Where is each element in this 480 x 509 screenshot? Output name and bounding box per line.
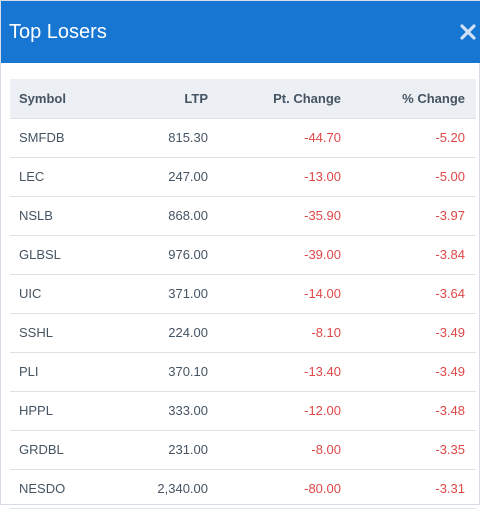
symbol-cell[interactable]: LEC: [10, 157, 100, 197]
symbol-cell[interactable]: UIC: [10, 274, 100, 314]
table-row[interactable]: LEC 247.00 -13.00 -5.00: [10, 157, 476, 197]
ltp-cell: 247.00: [100, 157, 208, 197]
close-button[interactable]: [459, 23, 477, 41]
pct-change-cell: -3.64: [341, 274, 476, 314]
pt-change-cell: -13.40: [208, 352, 341, 392]
ltp-cell: 231.00: [100, 430, 208, 470]
ltp-cell: 333.00: [100, 391, 208, 431]
symbol-cell[interactable]: GLBSL: [10, 235, 100, 275]
pct-change-cell: -3.49: [341, 313, 476, 353]
modal-title: Top Losers: [9, 21, 107, 43]
table-row[interactable]: NSLB 868.00 -35.90 -3.97: [10, 196, 476, 236]
close-icon: [460, 24, 476, 40]
column-header-symbol[interactable]: Symbol: [10, 79, 100, 119]
pt-change-cell: -44.70: [208, 118, 341, 158]
table-row[interactable]: NESDO 2,340.00 -80.00 -3.31: [10, 469, 476, 509]
column-header-pct-change[interactable]: % Change: [341, 79, 476, 119]
pt-change-cell: -8.00: [208, 430, 341, 470]
table-row[interactable]: SSHL 224.00 -8.10 -3.49: [10, 313, 476, 353]
pt-change-cell: -8.10: [208, 313, 341, 353]
pt-change-cell: -14.00: [208, 274, 341, 314]
ltp-cell: 370.10: [100, 352, 208, 392]
table-body: SMFDB 815.30 -44.70 -5.20 LEC 247.00 -13.00 -5.…: [10, 118, 476, 509]
column-header-pt-change[interactable]: Pt. Change: [208, 79, 341, 119]
table-header-row: Symbol LTP Pt. Change % Change: [10, 79, 476, 119]
pct-change-cell: -3.31: [341, 469, 476, 509]
ltp-cell: 224.00: [100, 313, 208, 353]
pct-change-cell: -5.00: [341, 157, 476, 197]
symbol-cell[interactable]: HPPL: [10, 391, 100, 431]
pct-change-cell: -5.20: [341, 118, 476, 158]
table-row[interactable]: GLBSL 976.00 -39.00 -3.84: [10, 235, 476, 275]
column-header-ltp[interactable]: LTP: [100, 79, 208, 119]
pt-change-cell: -35.90: [208, 196, 341, 236]
modal-header: Top Losers: [1, 1, 480, 63]
pt-change-cell: -80.00: [208, 469, 341, 509]
symbol-cell[interactable]: PLI: [10, 352, 100, 392]
pt-change-cell: -13.00: [208, 157, 341, 197]
pct-change-cell: -3.49: [341, 352, 476, 392]
pct-change-cell: -3.84: [341, 235, 476, 275]
ltp-cell: 815.30: [100, 118, 208, 158]
table-row[interactable]: UIC 371.00 -14.00 -3.64: [10, 274, 476, 314]
ltp-cell: 2,340.00: [100, 469, 208, 509]
symbol-cell[interactable]: SSHL: [10, 313, 100, 353]
symbol-cell[interactable]: SMFDB: [10, 118, 100, 158]
losers-table: Symbol LTP Pt. Change % Change SMFDB 815.…: [10, 79, 476, 509]
table-row[interactable]: PLI 370.10 -13.40 -3.49: [10, 352, 476, 392]
table-row[interactable]: HPPL 333.00 -12.00 -3.48: [10, 391, 476, 431]
ltp-cell: 976.00: [100, 235, 208, 275]
pt-change-cell: -12.00: [208, 391, 341, 431]
pct-change-cell: -3.35: [341, 430, 476, 470]
symbol-cell[interactable]: NESDO: [10, 469, 100, 509]
ltp-cell: 371.00: [100, 274, 208, 314]
pt-change-cell: -39.00: [208, 235, 341, 275]
table-row[interactable]: GRDBL 231.00 -8.00 -3.35: [10, 430, 476, 470]
symbol-cell[interactable]: NSLB: [10, 196, 100, 236]
pct-change-cell: -3.48: [341, 391, 476, 431]
pct-change-cell: -3.97: [341, 196, 476, 236]
table-row[interactable]: SMFDB 815.30 -44.70 -5.20: [10, 118, 476, 158]
symbol-cell[interactable]: GRDBL: [10, 430, 100, 470]
ltp-cell: 868.00: [100, 196, 208, 236]
